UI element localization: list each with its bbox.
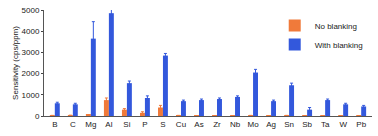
- svg-text:1000: 1000: [22, 91, 40, 100]
- svg-text:Ag: Ag: [266, 120, 276, 129]
- svg-text:Sn: Sn: [284, 120, 294, 129]
- svg-text:Nb: Nb: [230, 120, 241, 129]
- svg-text:Pb: Pb: [356, 120, 366, 129]
- svg-text:2000: 2000: [22, 69, 40, 78]
- svg-text:3000: 3000: [22, 48, 40, 57]
- svg-text:Sb: Sb: [302, 120, 312, 129]
- svg-text:C: C: [70, 120, 76, 129]
- svg-text:As: As: [194, 120, 203, 129]
- svg-text:Cu: Cu: [176, 120, 186, 129]
- svg-text:With blanking: With blanking: [315, 41, 363, 50]
- svg-text:Si: Si: [123, 120, 130, 129]
- svg-text:W: W: [339, 120, 347, 129]
- svg-text:5000: 5000: [22, 6, 40, 15]
- svg-text:Mo: Mo: [247, 120, 259, 129]
- svg-text:No blanking: No blanking: [315, 22, 357, 31]
- svg-text:B: B: [52, 120, 57, 129]
- svg-text:Al: Al: [105, 120, 112, 129]
- svg-text:Sensitivity (cps/ppm): Sensitivity (cps/ppm): [11, 26, 20, 100]
- svg-text:P: P: [142, 120, 147, 129]
- svg-text:0: 0: [35, 112, 40, 121]
- svg-text:S: S: [160, 120, 165, 129]
- svg-text:4000: 4000: [22, 27, 40, 36]
- svg-text:Mg: Mg: [85, 120, 96, 129]
- svg-text:Zr: Zr: [213, 120, 221, 129]
- svg-text:Ta: Ta: [321, 120, 330, 129]
